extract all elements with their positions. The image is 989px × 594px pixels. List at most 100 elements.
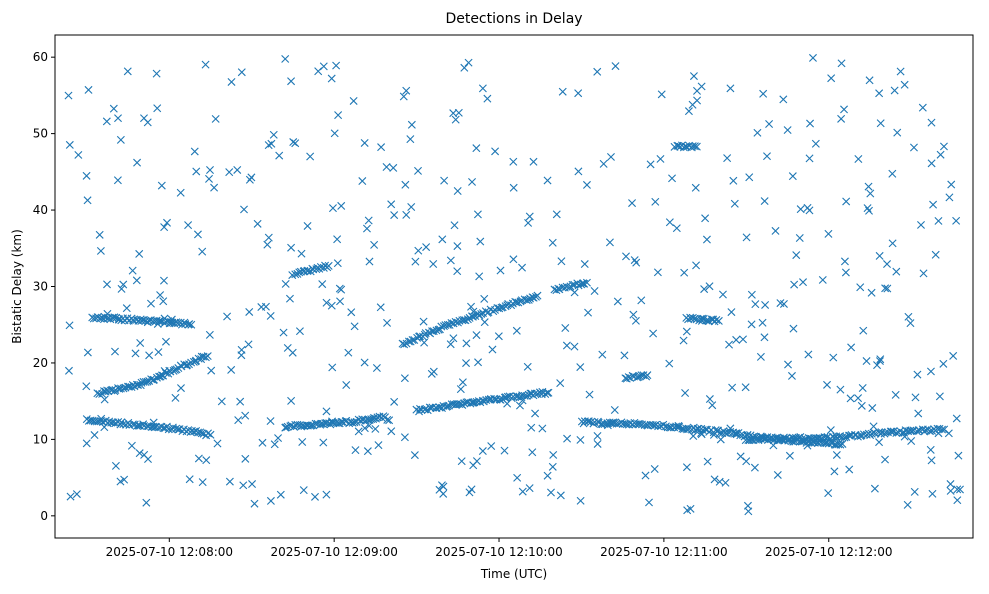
- detection-point: [845, 465, 854, 474]
- track-point: [876, 429, 885, 438]
- detection-point: [866, 189, 875, 198]
- detection-point: [123, 67, 132, 76]
- detection-point: [868, 404, 877, 413]
- detection-point: [322, 407, 331, 416]
- detection-point: [287, 243, 296, 252]
- detection-point: [760, 197, 769, 206]
- detection-point: [454, 108, 463, 117]
- detection-point: [896, 67, 905, 76]
- detection-point: [334, 111, 343, 120]
- detection-point: [771, 226, 780, 235]
- detection-point: [854, 154, 863, 163]
- track-point: [530, 389, 539, 398]
- detection-point: [176, 384, 185, 393]
- detection-point: [785, 451, 794, 460]
- detection-point: [248, 480, 257, 489]
- detection-point: [266, 311, 275, 320]
- detection-point: [859, 326, 868, 335]
- detection-point: [83, 348, 92, 357]
- detection-point: [364, 216, 373, 225]
- track-point: [672, 422, 681, 431]
- track-point: [461, 316, 470, 325]
- detection-point: [682, 327, 691, 336]
- detection-point: [927, 118, 936, 127]
- detection-point: [788, 172, 797, 181]
- detection-point: [726, 84, 735, 93]
- detection-point: [552, 210, 561, 219]
- detection-point: [784, 360, 793, 369]
- track-point: [157, 371, 166, 380]
- detection-point: [873, 361, 882, 370]
- detection-point: [729, 176, 738, 185]
- detection-point: [904, 312, 913, 321]
- detection-point: [697, 316, 706, 325]
- detection-point: [365, 421, 374, 430]
- detection-point: [837, 114, 846, 123]
- detection-point: [856, 283, 865, 292]
- detection-point: [154, 348, 163, 357]
- track-point: [637, 371, 646, 380]
- detection-point: [827, 74, 836, 83]
- track-point: [533, 291, 542, 300]
- detection-point: [414, 166, 422, 175]
- detection-point: [401, 180, 410, 189]
- detection-point: [911, 393, 920, 402]
- detection-point: [487, 442, 496, 451]
- detection-point: [869, 422, 878, 431]
- track-point: [867, 429, 876, 438]
- detection-point: [371, 424, 380, 433]
- detection-point: [156, 291, 165, 300]
- track-point: [288, 271, 297, 280]
- detection-point: [167, 315, 176, 324]
- detection-point: [931, 250, 940, 259]
- detection-point: [193, 230, 202, 239]
- detection-point: [590, 287, 599, 295]
- detection-point: [890, 86, 899, 95]
- detection-point: [451, 115, 460, 124]
- detection-point: [407, 203, 416, 212]
- detection-point: [926, 445, 935, 454]
- detection-point: [95, 230, 104, 239]
- detection-point: [585, 390, 594, 399]
- detection-point: [956, 485, 964, 494]
- detection-point: [927, 159, 936, 168]
- detection-point: [422, 243, 431, 252]
- detection-point: [100, 395, 109, 404]
- chart-title: Detections in Delay: [445, 11, 582, 27]
- track-point: [110, 313, 119, 322]
- detection-point: [458, 378, 467, 387]
- detection-point: [842, 197, 851, 206]
- detection-point: [914, 409, 923, 418]
- detection-point: [929, 200, 938, 209]
- detection-point: [702, 235, 711, 244]
- track-point: [176, 318, 185, 327]
- detection-point: [837, 59, 846, 68]
- detection-point: [598, 350, 607, 359]
- track-point: [124, 418, 133, 427]
- detection-point: [74, 150, 83, 159]
- detection-point: [758, 318, 767, 327]
- detection-point: [730, 199, 739, 208]
- detection-point: [792, 251, 801, 260]
- detection-point: [266, 417, 275, 426]
- detection-point: [913, 370, 922, 379]
- detection-point: [763, 152, 771, 161]
- detection-point: [360, 424, 369, 433]
- detection-point: [65, 321, 74, 330]
- detection-point: [288, 348, 297, 357]
- detection-point: [830, 467, 839, 476]
- detection-point: [266, 496, 275, 505]
- detection-point: [163, 218, 171, 227]
- detection-point: [641, 471, 650, 480]
- detection-point: [467, 302, 476, 311]
- detection-point: [683, 506, 692, 515]
- track-point: [806, 434, 815, 443]
- detection-point: [578, 279, 587, 288]
- track-point: [741, 436, 750, 445]
- track-point: [577, 280, 586, 289]
- detection-point: [622, 252, 630, 261]
- detection-point: [225, 477, 234, 486]
- detection-point: [719, 427, 728, 436]
- detection-point: [258, 438, 267, 447]
- track-point: [752, 435, 761, 444]
